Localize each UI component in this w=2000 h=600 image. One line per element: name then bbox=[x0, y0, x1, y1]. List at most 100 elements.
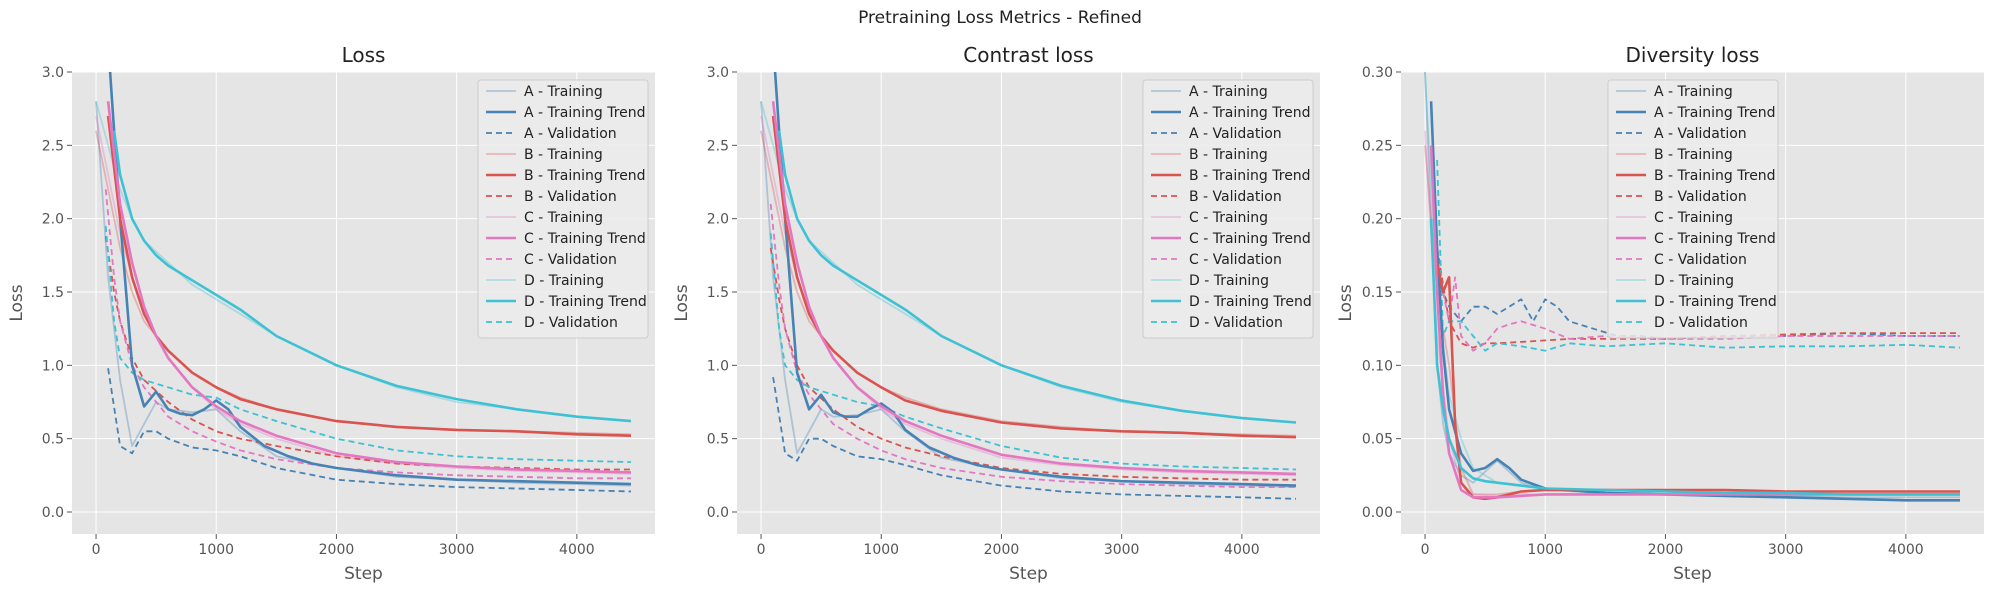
x-tick-label: 2000 bbox=[319, 542, 355, 558]
series-line-a-validation bbox=[772, 376, 1297, 500]
y-tick-label: 0.05 bbox=[1362, 432, 1393, 448]
legend-box bbox=[1142, 79, 1314, 339]
x-tick-label: 1000 bbox=[198, 542, 234, 558]
series-group bbox=[760, 72, 1297, 500]
panel-title: Diversity loss bbox=[1626, 43, 1760, 67]
legend-entry: D - Training bbox=[524, 273, 604, 289]
x-tick-label: 4000 bbox=[1888, 542, 1924, 558]
legend-box bbox=[477, 79, 649, 339]
legend-entry: A - Training bbox=[1654, 84, 1733, 100]
x-tick-label: 3000 bbox=[1768, 542, 1804, 558]
y-axis-label: Loss bbox=[1336, 284, 1356, 321]
series-line-c-validation bbox=[769, 203, 1296, 489]
series-line-a-training-trend bbox=[1429, 101, 1960, 502]
legend-entry: B - Training Trend bbox=[524, 168, 646, 184]
figure-title: Pretraining Loss Metrics - Refined bbox=[858, 8, 1142, 28]
y-tick-label: 0.20 bbox=[1362, 212, 1393, 228]
series-line-c-validation bbox=[104, 189, 631, 480]
legend-entry: A - Validation bbox=[1654, 126, 1747, 142]
y-tick-label: 0.00 bbox=[1362, 505, 1393, 521]
series-line-c-training-trend bbox=[771, 101, 1297, 476]
y-tick-label: 0.10 bbox=[1362, 358, 1393, 374]
x-tick-label: 2000 bbox=[984, 542, 1020, 558]
y-tick-label: 2.5 bbox=[707, 138, 729, 154]
y-axis-label: Loss bbox=[672, 284, 692, 321]
x-tick-label: 4000 bbox=[559, 542, 595, 558]
legend-entry: B - Training bbox=[524, 147, 603, 163]
series-line-c-training bbox=[760, 115, 1297, 477]
legend-entry: B - Training bbox=[1189, 147, 1268, 163]
series-line-d-training-trend bbox=[777, 130, 1297, 424]
legend-entry: B - Training bbox=[1654, 147, 1733, 163]
legend-entry: B - Validation bbox=[1654, 189, 1747, 205]
y-tick-label: 0.25 bbox=[1362, 138, 1393, 154]
y-axis-label: Loss bbox=[7, 284, 27, 321]
y-tick-label: 3.0 bbox=[707, 65, 729, 81]
legend-entry: D - Training bbox=[1654, 273, 1734, 289]
y-tick-label: 2.0 bbox=[707, 212, 729, 228]
legend-entry: B - Validation bbox=[1189, 189, 1282, 205]
x-axis-label: Step bbox=[1009, 564, 1048, 584]
x-tick-label: 4000 bbox=[1224, 542, 1260, 558]
y-tick-label: 0.0 bbox=[42, 505, 64, 521]
x-tick-label: 1000 bbox=[863, 542, 899, 558]
series-line-a-validation bbox=[107, 368, 632, 493]
x-tick-label: 3000 bbox=[1104, 542, 1140, 558]
legend-entry: D - Training Trend bbox=[1189, 294, 1312, 310]
y-tick-label: 2.0 bbox=[42, 212, 64, 228]
legend-entry: A - Training bbox=[1189, 84, 1268, 100]
legend-entry: D - Validation bbox=[1654, 315, 1748, 331]
series-line-a-training-trend bbox=[108, 72, 632, 486]
y-tick-label: 0.5 bbox=[707, 432, 729, 448]
legend-entry: C - Training bbox=[1189, 210, 1268, 226]
panel-loss: 0 1000 2000 3000 4000 0.0 0.5 1.0 1.5 2.0 2.5 3.0 Lo… bbox=[7, 43, 655, 584]
x-axis-label: Step bbox=[1673, 564, 1712, 584]
legend-entry: C - Validation bbox=[1654, 252, 1747, 268]
legend-entry: C - Training Trend bbox=[1654, 231, 1776, 247]
legend-entry: B - Training Trend bbox=[1189, 168, 1311, 184]
series-line-d-validation bbox=[1436, 159, 1961, 352]
series-line-c-validation bbox=[1436, 262, 1960, 352]
x-tick-label: 2000 bbox=[1648, 542, 1684, 558]
legend-entry: B - Validation bbox=[524, 189, 617, 205]
legend-entry: D - Training Trend bbox=[524, 294, 647, 310]
legend-entry: C - Training bbox=[1654, 210, 1733, 226]
series-line-b-training-trend bbox=[771, 115, 1297, 439]
x-axis-label: Step bbox=[344, 564, 383, 584]
legend-entry: A - Validation bbox=[524, 126, 617, 142]
legend-entry: C - Validation bbox=[524, 252, 617, 268]
series-line-d-training bbox=[95, 101, 632, 422]
legend-box bbox=[1607, 79, 1779, 339]
series-line-d-training-trend bbox=[112, 130, 632, 423]
legend-entry: C - Validation bbox=[1189, 252, 1282, 268]
x-tick-label: 0 bbox=[92, 542, 101, 558]
series-line-d-validation bbox=[104, 225, 632, 463]
y-tick-label: 0.5 bbox=[42, 432, 64, 448]
legend-entry: C - Training bbox=[524, 210, 603, 226]
legend-entry: D - Training bbox=[1189, 273, 1269, 289]
panel-title: Loss bbox=[342, 43, 386, 67]
series-line-c-training bbox=[95, 115, 632, 475]
legend-entry: D - Validation bbox=[524, 315, 618, 331]
series-line-b-training-trend bbox=[1435, 262, 1960, 501]
legend: A - Training A - Training Trend A - Valida… bbox=[477, 79, 649, 339]
y-tick-label: 1.5 bbox=[707, 285, 729, 301]
legend: A - Training A - Training Trend A - Valida… bbox=[1607, 79, 1779, 339]
legend-entry: C - Training Trend bbox=[1189, 231, 1311, 247]
x-tick-label: 0 bbox=[757, 542, 766, 558]
panel-contrast-loss: 0 1000 2000 3000 4000 0.0 0.5 1.0 1.5 2.0 2.5 3.0 Co… bbox=[672, 43, 1320, 584]
legend-entry: D - Training Trend bbox=[1654, 294, 1777, 310]
y-tick-label: 2.5 bbox=[42, 138, 64, 154]
y-tick-label: 1.0 bbox=[42, 358, 64, 374]
series-line-d-training-trend bbox=[1429, 218, 1960, 496]
series-line-b-validation bbox=[1436, 247, 1960, 349]
legend-entry: A - Training Trend bbox=[1189, 105, 1311, 121]
y-tick-label: 0.30 bbox=[1362, 65, 1393, 81]
y-tick-label: 0.0 bbox=[707, 505, 729, 521]
legend-entry: B - Training Trend bbox=[1654, 168, 1776, 184]
x-tick-label: 0 bbox=[1421, 542, 1430, 558]
series-line-c-training-trend bbox=[106, 101, 632, 474]
legend-entry: C - Training Trend bbox=[524, 231, 646, 247]
legend: A - Training A - Training Trend A - Valida… bbox=[1142, 79, 1314, 339]
